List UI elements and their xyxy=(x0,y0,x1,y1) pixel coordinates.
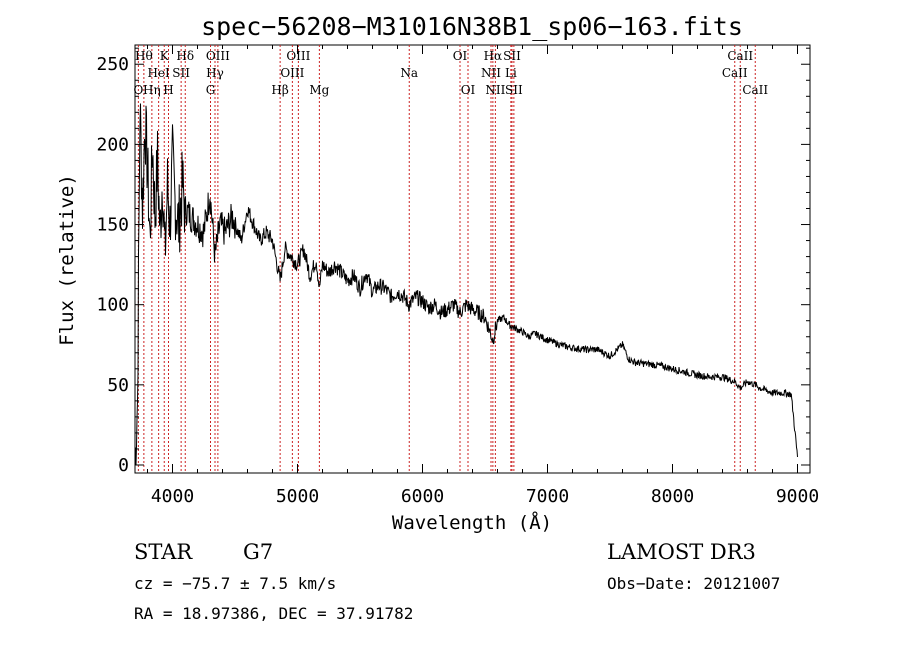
spectral-line-label: CaII xyxy=(722,66,748,80)
spectral-line-label: SII xyxy=(505,83,523,97)
y-tick-label: 150 xyxy=(96,215,129,236)
spectral-line-markers xyxy=(137,45,756,473)
spectral-line-label: Li xyxy=(505,66,517,80)
y-axis-label: Flux (relative) xyxy=(56,174,78,346)
redshift-value: cz = −75.7 ± 7.5 km/s xyxy=(134,574,336,593)
spectral-line-label: Mg xyxy=(309,83,329,97)
spectral-line-label: Hθ xyxy=(135,49,153,63)
spectral-line-label: K xyxy=(160,49,170,63)
spectral-line-label: SII xyxy=(172,66,190,80)
spectral-line-label: Hγ xyxy=(206,66,224,80)
x-tick-label: 6000 xyxy=(401,486,444,507)
spectral-line-label: OI xyxy=(461,83,476,97)
x-tick-label: 5000 xyxy=(276,486,319,507)
spectral-line-label: Hδ xyxy=(176,49,194,63)
spectral-line-label: OIII xyxy=(286,49,310,63)
x-tick-label: 4000 xyxy=(151,486,194,507)
x-axis-label: Wavelength (Å) xyxy=(392,511,552,534)
spectral-line-label: SII xyxy=(503,49,521,63)
x-tick-label: 8000 xyxy=(651,486,694,507)
y-tick-label: 50 xyxy=(107,375,129,396)
spectral-line-label: G xyxy=(206,83,216,97)
survey-name: LAMOST DR3 xyxy=(607,540,756,564)
spectral-line-label: Hη xyxy=(143,83,161,97)
spectral-line-label: Na xyxy=(400,66,418,80)
y-tick-label: 0 xyxy=(118,455,129,476)
spectral-line-label: O xyxy=(133,83,143,97)
spectral-line-label: OIII xyxy=(206,49,230,63)
sky-coordinates: RA = 18.97386, DEC = 37.91782 xyxy=(134,604,413,623)
spectral-line-label: NII xyxy=(481,66,501,80)
spectral-line-label: OI xyxy=(453,49,468,63)
spectral-line-label: HeI xyxy=(147,66,170,80)
y-tick-label: 100 xyxy=(96,295,129,316)
x-tick-label: 7000 xyxy=(526,486,569,507)
plot-frame xyxy=(134,44,811,474)
spectral-line-labels: O Hθ Hη HeI K H SII Hδ G Hγ OIII Hβ OIII OIII Mg Na OI OI… xyxy=(133,49,768,97)
spectrum-series xyxy=(134,103,798,466)
y-tick-label: 200 xyxy=(96,134,129,155)
spectral-line-label: Hα xyxy=(484,49,503,63)
y-tick-label: 250 xyxy=(96,54,129,75)
spectrum-trace xyxy=(134,103,798,466)
spectral-line-label: CaII xyxy=(742,83,768,97)
spectral-line-label: CaII xyxy=(727,49,753,63)
y-axis-ticks: 0 50 100 150 200 250 xyxy=(96,47,810,476)
chart-title: spec−56208−M31016N38B1_sp06−163.fits xyxy=(201,12,743,41)
object-type: STAR xyxy=(134,540,193,564)
observation-date: Obs−Date: 20121007 xyxy=(607,574,780,593)
x-axis-ticks: 4000 5000 6000 7000 8000 9000 xyxy=(147,45,819,507)
spectral-class: G7 xyxy=(243,540,273,564)
spectral-line-label: Hβ xyxy=(271,83,288,97)
x-tick-label: 9000 xyxy=(776,486,819,507)
spectral-line-label: H xyxy=(163,83,173,97)
spectral-line-label: NII xyxy=(485,83,505,97)
spectral-line-label: OIII xyxy=(280,66,304,80)
